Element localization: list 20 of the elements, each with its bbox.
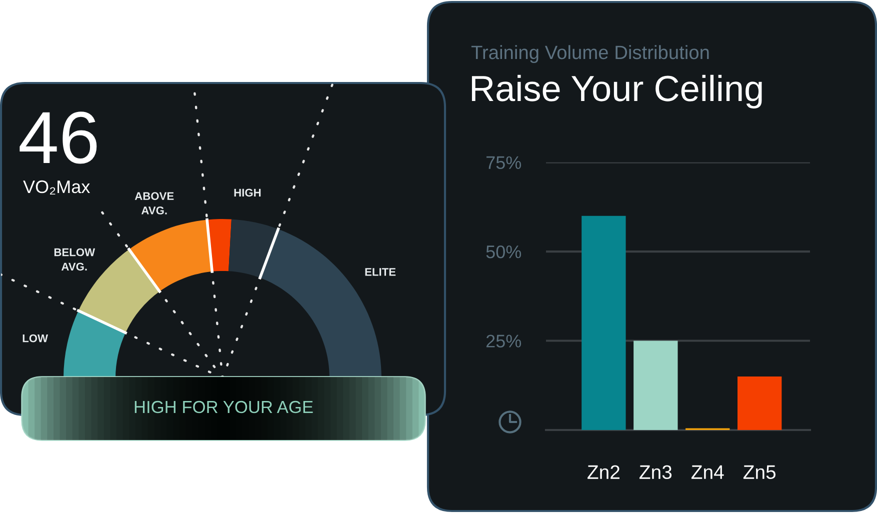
y-tick-label: 50% [486, 245, 522, 258]
chart-title: 46 [20, 112, 97, 164]
chart-subtitle: VO₂Max [23, 180, 90, 195]
slice-label: HIGH [234, 188, 261, 197]
slice-label: LOW [22, 334, 48, 342]
slice-label: BELOW AVG. [54, 248, 96, 271]
x-tick-label: Zn4 [691, 465, 724, 479]
x-tick-label: Zn5 [743, 465, 776, 480]
chart-title: Raise Your Ceiling [472, 74, 762, 108]
chart-subtitle: Training Volume Distribution [471, 45, 709, 63]
y-tick-label: 75% [486, 156, 522, 170]
x-tick-label: Zn3 [640, 465, 672, 480]
slice-label: ELITE [365, 268, 396, 276]
y-tick-label: 25% [486, 334, 522, 348]
x-tick-label: Zn2 [588, 465, 620, 479]
text: HIGH FOR YOUR AGE [134, 400, 313, 414]
slice-label: ABOVE AVG. [134, 192, 174, 214]
bar [738, 376, 782, 430]
bar [582, 216, 626, 430]
bar [634, 340, 678, 430]
